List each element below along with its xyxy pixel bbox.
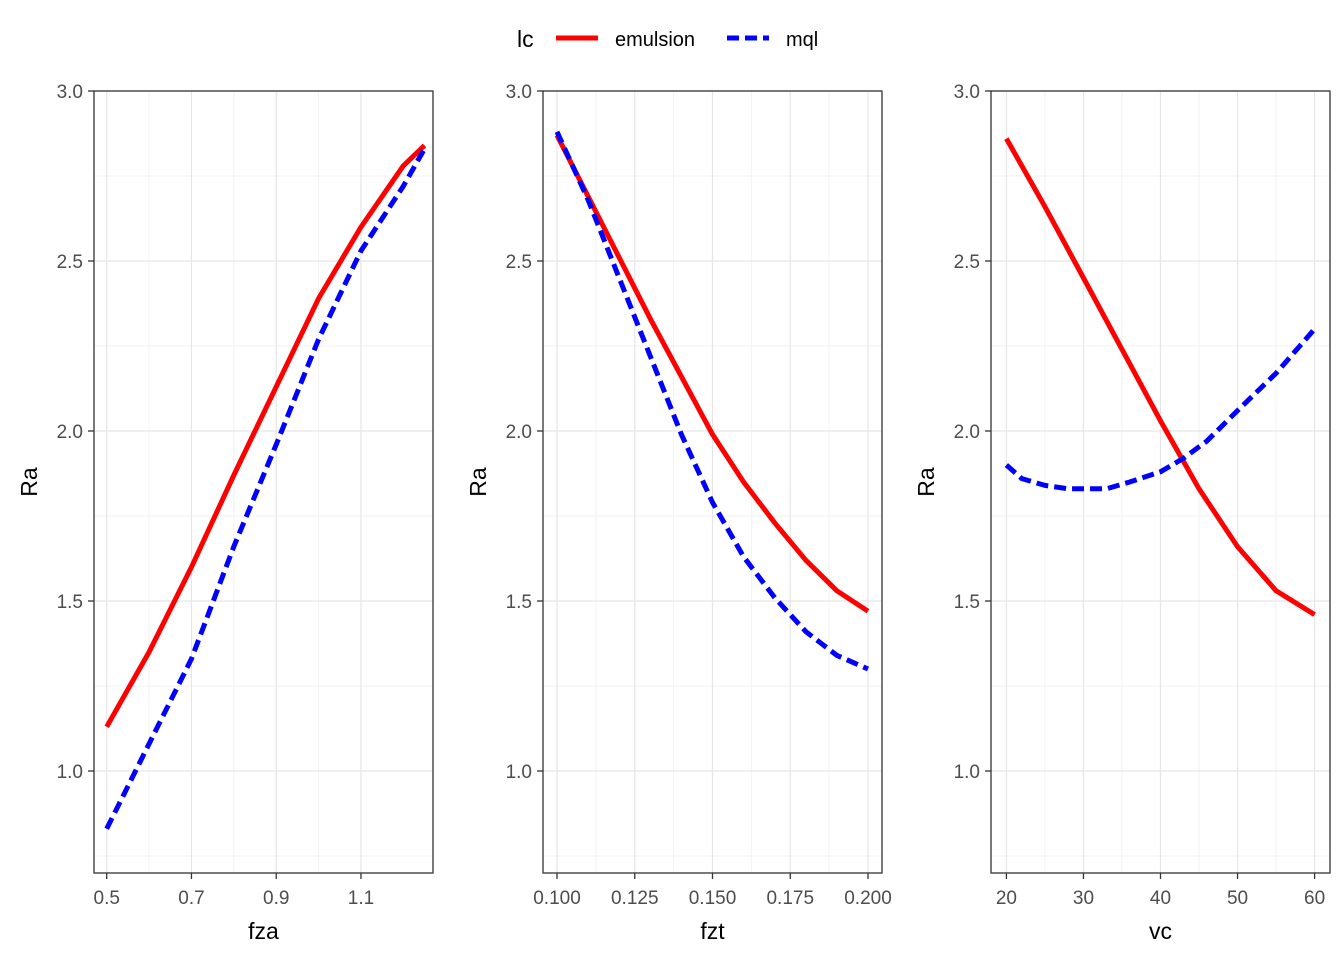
y-tick-label: 2.5 [57,252,83,273]
x-tick-label: 40 [1150,888,1171,909]
panel-border [93,90,434,874]
y-tick-label: 1.5 [57,592,83,613]
panel-vc: 1.0 1.5 2.0 2.5 3.0 20 30 40 50 60 vc Ra [913,82,1331,944]
x-axis-title: vc [1149,918,1172,944]
x-tick-label: 30 [1073,888,1094,909]
x-tick-label: 0.125 [611,888,659,909]
y-tick-label: 1.0 [954,762,980,783]
x-tick-label: 60 [1304,888,1325,909]
y-tick-label: 2.5 [954,252,980,273]
x-tick-label: 0.5 [94,888,120,909]
y-tick-label: 1.5 [506,592,532,613]
series-line-emulsion [1004,137,1316,617]
y-tick-label: 2.5 [506,252,532,273]
x-tick-label: 50 [1227,888,1248,909]
x-tick-label: 1.1 [348,888,374,909]
series-line-mql [1004,327,1317,492]
x-tick-label: 0.9 [263,888,289,909]
panel-fzt: 1.0 1.5 2.0 2.5 3.0 0.100 0.125 0.150 0.175 0.200… [465,82,892,944]
x-tick-label: 0.200 [844,888,892,909]
x-tick-label: 0.7 [178,888,204,909]
y-axis-title: Ra [16,467,42,497]
y-tick-label: 1.5 [954,592,980,613]
y-tick-label: 3.0 [506,82,532,103]
legend-title: lc [517,26,534,52]
series-line-emulsion [104,143,427,729]
legend-label-mql: mql [786,29,818,51]
y-tick-label: 2.0 [57,422,83,443]
y-tick-label: 2.0 [954,422,980,443]
series-line-mql [104,147,427,830]
x-tick-label: 0.100 [533,888,581,909]
x-tick-label: 20 [996,888,1017,909]
x-axis-title: fzt [700,918,725,944]
x-tick-label: 0.150 [689,888,737,909]
panel-fza: 1.0 1.5 2.0 2.5 3.0 0.5 0.7 0.9 1.1 fza Ra [16,82,434,944]
series-line-emulsion [554,134,870,614]
y-tick-label: 3.0 [57,82,83,103]
y-axis-title: Ra [913,467,939,497]
legend-label-emulsion: emulsion [615,29,695,51]
legend: lc emulsion mql [517,26,818,52]
y-tick-label: 2.0 [506,422,532,443]
y-tick-label: 1.0 [57,762,83,783]
y-tick-label: 1.0 [506,762,532,783]
y-tick-label: 3.0 [954,82,980,103]
x-tick-label: 0.175 [766,888,814,909]
series-line-mql [554,130,870,672]
x-axis-title: fza [248,918,279,944]
y-axis-title: Ra [465,467,491,497]
